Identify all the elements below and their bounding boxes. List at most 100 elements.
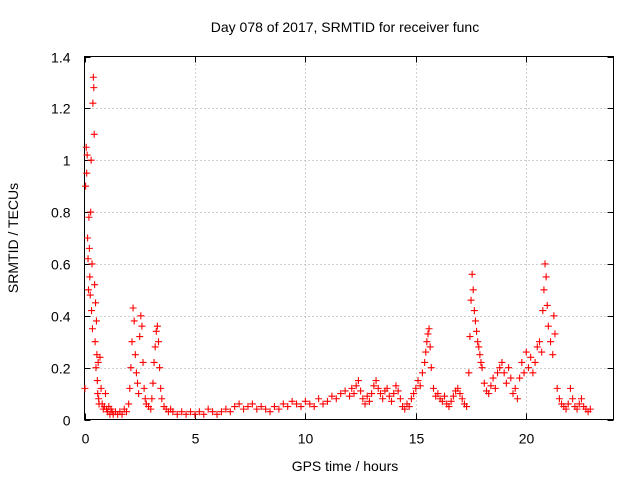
data-point [253,405,261,413]
data-point [426,343,434,351]
data-point [487,382,495,390]
data-point [467,296,475,304]
data-point [421,358,429,366]
data-point [88,307,96,315]
x-tick-label: 0 [82,431,90,447]
data-point [83,169,91,177]
data-point [573,405,581,413]
data-point [544,322,552,330]
data-point [270,403,278,411]
data-point [101,390,109,398]
data-point [89,73,97,81]
data-point [81,384,89,392]
data-point [139,358,147,366]
data-point [128,338,136,346]
y-tick-label: 1.2 [51,101,71,117]
data-point [533,343,541,351]
data-point [475,343,483,351]
data-point [553,384,561,392]
data-series [81,73,594,418]
data-point [429,384,437,392]
data-point [217,408,225,416]
data-point [416,382,424,390]
data-point [84,234,92,242]
data-point [200,410,208,418]
data-point [332,395,340,403]
data-point [383,384,391,392]
data-point [466,333,474,341]
y-tick-label: 0.4 [51,309,71,325]
data-point [97,384,105,392]
data-point [284,403,292,411]
data-point [540,286,548,294]
data-point [354,377,362,385]
data-point [154,338,162,346]
data-point [226,408,234,416]
data-point [456,390,464,398]
data-point [396,395,404,403]
data-point [293,400,301,408]
data-point [465,369,473,377]
data-point [449,392,457,400]
data-point [92,299,100,307]
data-point [422,348,430,356]
data-point [564,400,572,408]
x-axis-label: GPS time / hours [292,458,399,474]
data-point [509,390,517,398]
data-point [357,387,365,395]
chart-title: Day 078 of 2017, SRMTID for receiver fun… [211,19,479,35]
data-point [173,410,181,418]
data-point [213,410,221,418]
data-point [140,384,148,392]
data-point [511,384,519,392]
data-point [427,364,435,372]
data-point [135,390,143,398]
data-point [84,255,92,263]
data-point [372,377,380,385]
data-point [566,384,574,392]
data-point [575,400,583,408]
data-point [157,384,165,392]
data-point [346,392,354,400]
data-point [477,358,485,366]
data-point [94,358,102,366]
data-point [85,213,93,221]
data-point [87,156,95,164]
data-point [151,343,159,351]
data-point [547,338,555,346]
data-point [136,333,144,341]
data-point [92,364,100,372]
data-point [507,374,515,382]
data-point [445,403,453,411]
data-point [392,382,400,390]
data-point [152,327,160,335]
data-point [147,405,155,413]
x-tick-label: 5 [192,431,200,447]
data-point [275,405,283,413]
data-point [471,317,479,325]
data-point [374,384,382,392]
data-point [319,400,327,408]
data-point [195,408,203,416]
data-point [480,379,488,387]
data-point [222,405,230,413]
data-point [447,397,455,405]
data-point [502,379,510,387]
data-point [337,390,345,398]
data-point [418,369,426,377]
data-point [569,395,577,403]
data-point [500,369,508,377]
data-point [83,151,91,159]
data-point [125,400,133,408]
data-point [370,382,378,390]
data-point [414,377,422,385]
data-point [122,408,130,416]
data-point [385,392,393,400]
data-point [359,395,367,403]
data-point [158,395,166,403]
data-point [328,392,336,400]
data-point [550,312,558,320]
data-point [531,358,539,366]
data-point [153,322,161,330]
data-point [379,395,387,403]
